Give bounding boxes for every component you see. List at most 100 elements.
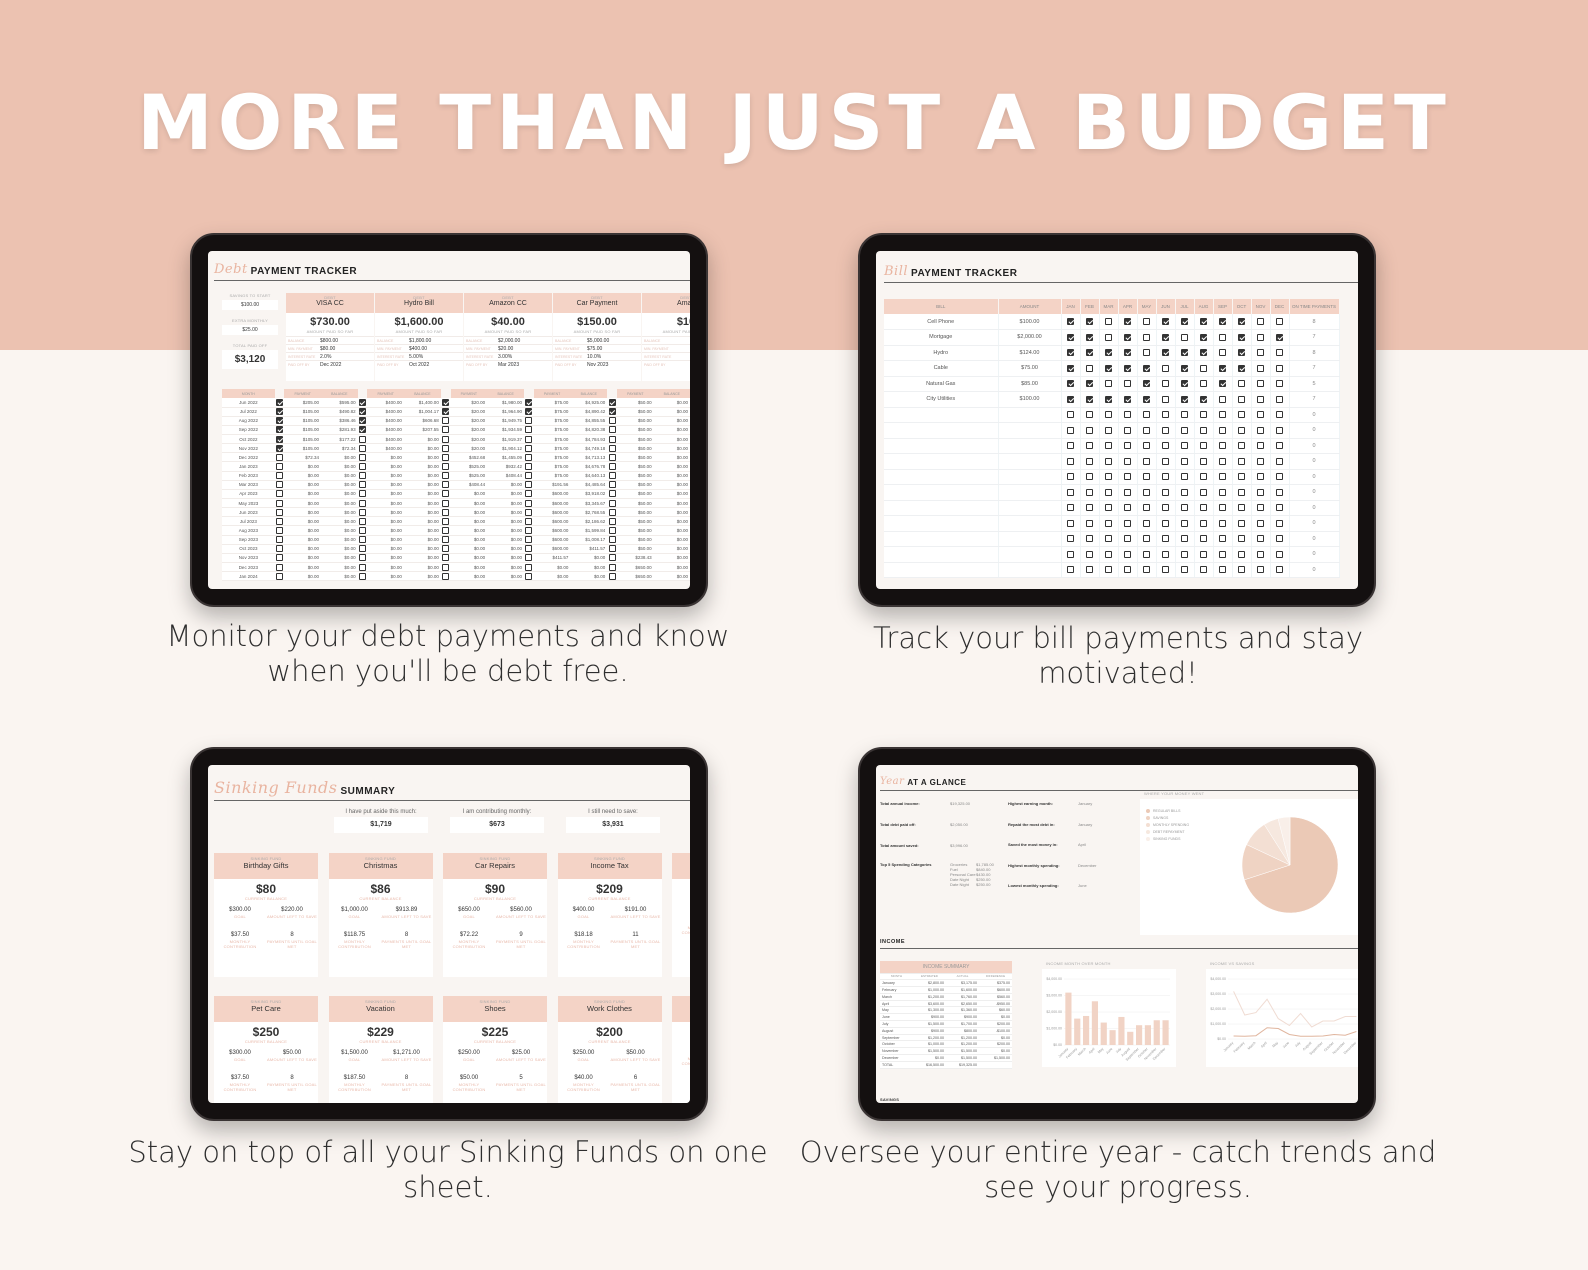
month-cell[interactable]: [1061, 546, 1081, 563]
month-cell[interactable]: [1099, 376, 1119, 392]
month-cell[interactable]: [1080, 531, 1100, 547]
paid-checkbox-cell[interactable]: [440, 416, 451, 426]
checkbox[interactable]: [1181, 504, 1188, 512]
month-cell[interactable]: [1213, 531, 1233, 547]
checkbox[interactable]: [608, 499, 616, 507]
checkbox[interactable]: [1181, 550, 1188, 558]
month-cell[interactable]: [1080, 546, 1100, 563]
month-cell[interactable]: [1270, 453, 1290, 470]
month-cell[interactable]: [1099, 391, 1119, 408]
paid-checkbox-cell[interactable]: [440, 516, 451, 527]
month-cell[interactable]: [1061, 345, 1081, 361]
paid-checkbox-cell[interactable]: [357, 434, 368, 445]
month-cell[interactable]: [1213, 453, 1233, 470]
month-cell[interactable]: [1175, 438, 1195, 454]
checkbox[interactable]: [1257, 550, 1264, 558]
paid-checkbox-cell[interactable]: [524, 461, 534, 472]
checkbox[interactable]: [1105, 442, 1112, 450]
checkbox[interactable]: [1181, 488, 1188, 496]
checkbox[interactable]: [1086, 566, 1093, 574]
checkbox[interactable]: [1181, 364, 1188, 372]
checkbox[interactable]: [1105, 535, 1112, 543]
checkbox[interactable]: [442, 463, 450, 471]
checkbox[interactable]: [1257, 349, 1264, 357]
checkbox[interactable]: [1086, 519, 1093, 527]
month-cell[interactable]: [1175, 360, 1195, 377]
paid-checkbox-cell[interactable]: [440, 498, 451, 509]
checkbox[interactable]: [1200, 473, 1207, 481]
checkbox[interactable]: [442, 527, 450, 535]
checkbox[interactable]: [1238, 473, 1245, 481]
checkbox[interactable]: [525, 572, 533, 580]
month-cell[interactable]: [1270, 329, 1290, 346]
checkbox[interactable]: [1181, 442, 1188, 450]
month-cell[interactable]: [1137, 484, 1157, 501]
checkbox[interactable]: [442, 508, 450, 516]
checkbox[interactable]: [1105, 318, 1112, 325]
checkbox[interactable]: [1200, 550, 1207, 558]
checkbox[interactable]: [1257, 473, 1264, 481]
checkbox[interactable]: [525, 472, 533, 480]
month-cell[interactable]: [1232, 438, 1252, 454]
checkbox[interactable]: [1124, 411, 1131, 419]
checkbox[interactable]: [525, 490, 533, 498]
paid-checkbox-cell[interactable]: [440, 562, 451, 573]
month-cell[interactable]: [1232, 546, 1252, 563]
month-cell[interactable]: [1099, 453, 1119, 470]
month-cell[interactable]: [1156, 484, 1176, 501]
checkbox[interactable]: [1200, 457, 1207, 465]
checkbox[interactable]: [1162, 333, 1169, 341]
month-cell[interactable]: [1099, 562, 1119, 578]
month-cell[interactable]: [1118, 453, 1138, 470]
month-cell[interactable]: [1137, 422, 1157, 439]
checkbox[interactable]: [358, 417, 366, 425]
checkbox[interactable]: [1238, 550, 1245, 558]
paid-checkbox-cell[interactable]: [607, 407, 618, 417]
paid-checkbox-cell[interactable]: [440, 452, 451, 463]
checkbox[interactable]: [1105, 333, 1112, 341]
paid-checkbox-cell[interactable]: [607, 507, 618, 518]
checkbox[interactable]: [442, 398, 450, 406]
checkbox[interactable]: [1143, 364, 1150, 372]
paid-checkbox-cell[interactable]: [357, 525, 368, 536]
checkbox[interactable]: [442, 426, 450, 434]
paid-checkbox-cell[interactable]: [607, 443, 618, 454]
checkbox[interactable]: [1143, 550, 1150, 558]
month-cell[interactable]: [1156, 500, 1176, 516]
checkbox[interactable]: [1124, 488, 1131, 496]
month-cell[interactable]: [1232, 314, 1252, 330]
checkbox[interactable]: [608, 517, 616, 525]
paid-checkbox-cell[interactable]: [357, 553, 368, 564]
checkbox[interactable]: [1086, 550, 1093, 558]
checkbox[interactable]: [608, 426, 616, 434]
checkbox[interactable]: [442, 517, 450, 525]
checkbox[interactable]: [1086, 426, 1093, 434]
month-cell[interactable]: [1137, 453, 1157, 470]
checkbox[interactable]: [1200, 442, 1207, 450]
paid-checkbox-cell[interactable]: [440, 571, 451, 582]
checkbox[interactable]: [1143, 566, 1150, 574]
checkbox[interactable]: [358, 481, 366, 489]
checkbox[interactable]: [1124, 349, 1131, 357]
checkbox[interactable]: [358, 563, 366, 571]
month-cell[interactable]: [1080, 376, 1100, 392]
month-cell[interactable]: [1194, 422, 1214, 439]
checkbox[interactable]: [608, 490, 616, 498]
checkbox[interactable]: [358, 508, 366, 516]
checkbox[interactable]: [1238, 380, 1245, 388]
checkbox[interactable]: [1067, 349, 1074, 357]
checkbox[interactable]: [1257, 442, 1264, 450]
paid-checkbox-cell[interactable]: [440, 553, 451, 564]
checkbox[interactable]: [1238, 395, 1245, 403]
paid-checkbox-cell[interactable]: [274, 571, 285, 582]
checkbox[interactable]: [1105, 395, 1112, 403]
month-cell[interactable]: [1194, 453, 1214, 470]
paid-checkbox-cell[interactable]: [607, 480, 618, 490]
checkbox[interactable]: [1181, 566, 1188, 574]
checkbox[interactable]: [276, 463, 284, 471]
checkbox[interactable]: [1162, 349, 1169, 357]
month-cell[interactable]: [1194, 360, 1214, 377]
month-cell[interactable]: [1175, 329, 1195, 346]
month-cell[interactable]: [1251, 422, 1271, 439]
month-cell[interactable]: [1099, 500, 1119, 516]
